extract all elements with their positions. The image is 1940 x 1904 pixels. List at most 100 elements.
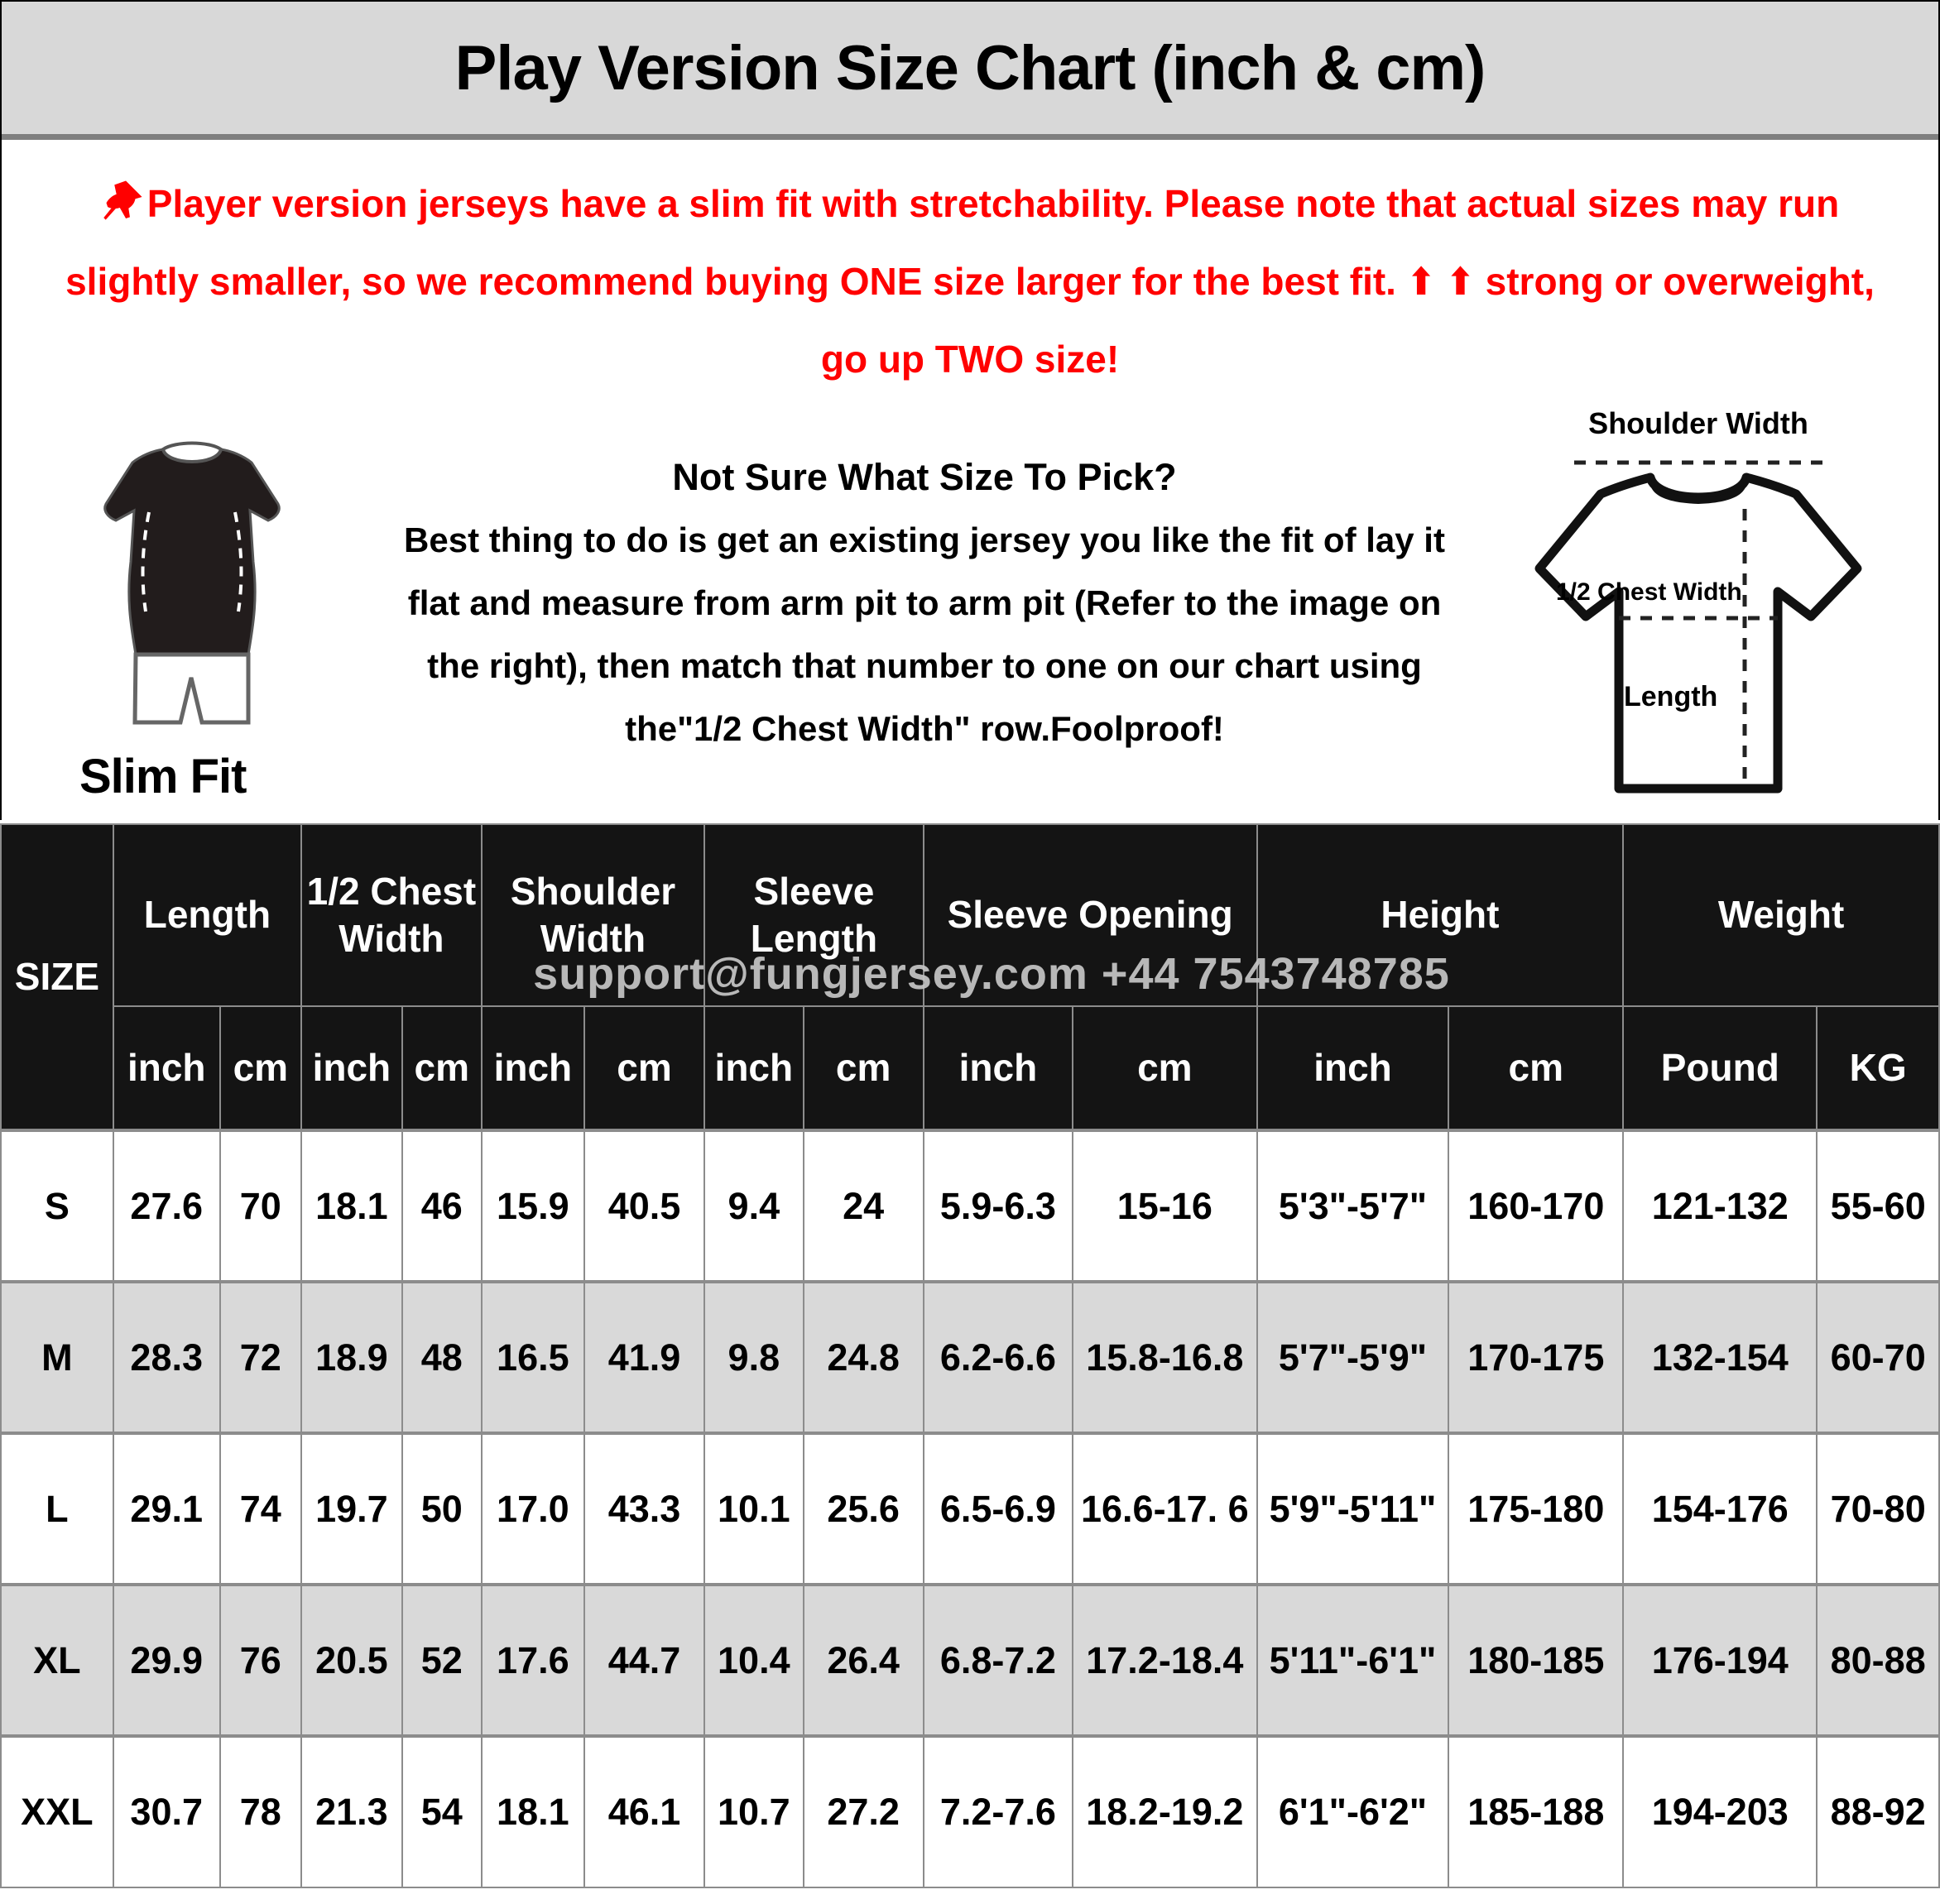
top-section: Play Version Size Chart (inch & cm) Play… xyxy=(0,0,1940,820)
table-cell: 5'3"-5'7" xyxy=(1256,1129,1450,1283)
table-row: XL 29.9 76 20.5 52 17.6 44.7 10.4 26.4 6.8-7.2 17.… xyxy=(0,1583,1940,1737)
unit-header: inch xyxy=(480,1005,585,1131)
table-cell: 17.6 xyxy=(480,1583,585,1737)
size-cell: M xyxy=(0,1280,114,1434)
unit-header: KG xyxy=(1816,1005,1940,1131)
table-cell: 70 xyxy=(218,1129,302,1283)
table-cell: 5'11"-6'1" xyxy=(1256,1583,1450,1737)
table-row: S 27.6 70 18.1 46 15.9 40.5 9.4 24 5.9-6.3 15-16 5'… xyxy=(0,1129,1940,1283)
table-cell: 19.7 xyxy=(300,1432,403,1585)
table-cell: 24.8 xyxy=(802,1280,924,1434)
table-cell: 6'1"-6'2" xyxy=(1256,1734,1450,1888)
table-cell: 175-180 xyxy=(1448,1432,1625,1585)
size-table-body: S 27.6 70 18.1 46 15.9 40.5 9.4 24 5.9-6.3 15-16 5'… xyxy=(0,1129,1940,1888)
size-cell: S xyxy=(0,1129,114,1283)
table-cell: 55-60 xyxy=(1816,1129,1940,1283)
measurement-diagram: Shoulder Width 1/2 Chest Width Length xyxy=(1500,406,1897,821)
table-cell: 15-16 xyxy=(1072,1129,1258,1283)
table-cell: 160-170 xyxy=(1448,1129,1625,1283)
fit-illustration-row: Slim Fit Not Sure What Size To Pick? Bes… xyxy=(2,406,1938,820)
table-cell: 27.6 xyxy=(112,1129,221,1283)
table-cell: 121-132 xyxy=(1622,1129,1818,1283)
group-header: Height xyxy=(1256,823,1625,1007)
group-header: Shoulder Width xyxy=(480,823,706,1007)
title-bar: Play Version Size Chart (inch & cm) xyxy=(2,2,1938,140)
table-cell: 78 xyxy=(218,1734,302,1888)
table-head: SIZE Length 1/2 Chest Width Shoulder Width… xyxy=(0,823,1940,1131)
table-cell: 17.2-18.4 xyxy=(1072,1583,1258,1737)
table-cell: 48 xyxy=(401,1280,483,1434)
size-guide-line: the"1/2 Chest Width" row.Foolproof! xyxy=(625,709,1224,748)
table-cell: 72 xyxy=(218,1280,302,1434)
group-header: Sleeve Length xyxy=(703,823,924,1007)
table-cell: 18.2-19.2 xyxy=(1072,1734,1258,1888)
table-cell: 154-176 xyxy=(1622,1432,1818,1585)
table-cell: 6.5-6.9 xyxy=(922,1432,1074,1585)
tshirt-outline-icon xyxy=(1500,460,1897,820)
table-cell: 25.6 xyxy=(802,1432,924,1585)
table-cell: 40.5 xyxy=(583,1129,706,1283)
table-cell: 26.4 xyxy=(802,1583,924,1737)
table-cell: 185-188 xyxy=(1448,1734,1625,1888)
table-cell: 54 xyxy=(401,1734,483,1888)
table-units-row: inch cm inch cm inch cm inch cm inch cm inch cm Poun… xyxy=(1,1005,1940,1131)
table-cell: 6.8-7.2 xyxy=(922,1583,1074,1737)
table-cell: 50 xyxy=(401,1432,483,1585)
unit-header: inch xyxy=(112,1005,221,1131)
pushpin-icon xyxy=(101,170,144,220)
watermark-text: support@fungjersey.com +44 7543748785 xyxy=(533,949,1450,999)
table-row: L 29.1 74 19.7 50 17.0 43.3 10.1 25.6 6.5-6.9 16.6… xyxy=(0,1432,1940,1585)
table-cell: 7.2-7.6 xyxy=(922,1734,1074,1888)
table-cell: 194-203 xyxy=(1622,1734,1818,1888)
unit-header: inch xyxy=(703,1005,804,1131)
table-cell: 29.1 xyxy=(112,1432,221,1585)
group-header: Length xyxy=(112,823,302,1007)
table-cell: 9.8 xyxy=(703,1280,804,1434)
size-guide-line: Best thing to do is get an existing jers… xyxy=(404,520,1445,559)
table-cell: 21.3 xyxy=(300,1734,403,1888)
unit-header: inch xyxy=(300,1005,403,1131)
table-cell: 18.1 xyxy=(480,1734,585,1888)
table-cell: 5.9-6.3 xyxy=(922,1129,1074,1283)
table-cell: 10.7 xyxy=(703,1734,804,1888)
unit-header: cm xyxy=(802,1005,924,1131)
notice-line-1: Player version jerseys have a slim fit w… xyxy=(17,165,1923,242)
table-cell: 18.9 xyxy=(300,1280,403,1434)
unit-header: cm xyxy=(583,1005,706,1131)
page-title: Play Version Size Chart (inch & cm) xyxy=(454,32,1486,103)
table-cell: 88-92 xyxy=(1816,1734,1940,1888)
table-cell: 15.8-16.8 xyxy=(1072,1280,1258,1434)
length-label: Length xyxy=(1624,681,1718,712)
slim-fit-label: Slim Fit xyxy=(79,750,247,803)
slim-fit-figure: Slim Fit xyxy=(76,406,349,804)
table-cell: 80-88 xyxy=(1816,1583,1940,1737)
table-cell: 10.4 xyxy=(703,1583,804,1737)
unit-header: cm xyxy=(1448,1005,1625,1131)
size-cell: XXL xyxy=(0,1734,114,1888)
table-cell: 24 xyxy=(802,1129,924,1283)
group-header: Weight xyxy=(1622,823,1940,1007)
shoulder-width-label: Shoulder Width xyxy=(1588,406,1808,440)
table-cell: 46.1 xyxy=(583,1734,706,1888)
size-guide-line: flat and measure from arm pit to arm pit… xyxy=(407,583,1442,622)
table-row: M 28.3 72 18.9 48 16.5 41.9 9.8 24.8 6.2-6.6 15.8-… xyxy=(0,1280,1940,1434)
table-cell: 132-154 xyxy=(1622,1280,1818,1434)
table-cell: 60-70 xyxy=(1816,1280,1940,1434)
notice-line-2: slightly smaller, so we recommend buying… xyxy=(65,260,1875,303)
size-guide-line: the right), then match that number to on… xyxy=(427,646,1422,685)
notice-line-3: go up TWO size! xyxy=(820,338,1120,381)
size-cell: L xyxy=(0,1432,114,1585)
table-cell: 27.2 xyxy=(802,1734,924,1888)
table-cell: 17.0 xyxy=(480,1432,585,1585)
half-chest-width-label: 1/2 Chest Width xyxy=(1556,578,1742,606)
table-cell: 16.6-17. 6 xyxy=(1072,1432,1258,1585)
table-cell: 30.7 xyxy=(112,1734,221,1888)
size-guide-text: Not Sure What Size To Pick? Best thing t… xyxy=(349,406,1500,760)
table-cell: 20.5 xyxy=(300,1583,403,1737)
size-cell: XL xyxy=(0,1583,114,1737)
table-cell: 43.3 xyxy=(583,1432,706,1585)
size-column-header: SIZE xyxy=(0,823,114,1131)
table-cell: 176-194 xyxy=(1622,1583,1818,1737)
size-chart-table: SIZE Length 1/2 Chest Width Shoulder Width… xyxy=(0,823,1940,1888)
table-cell: 29.9 xyxy=(112,1583,221,1737)
